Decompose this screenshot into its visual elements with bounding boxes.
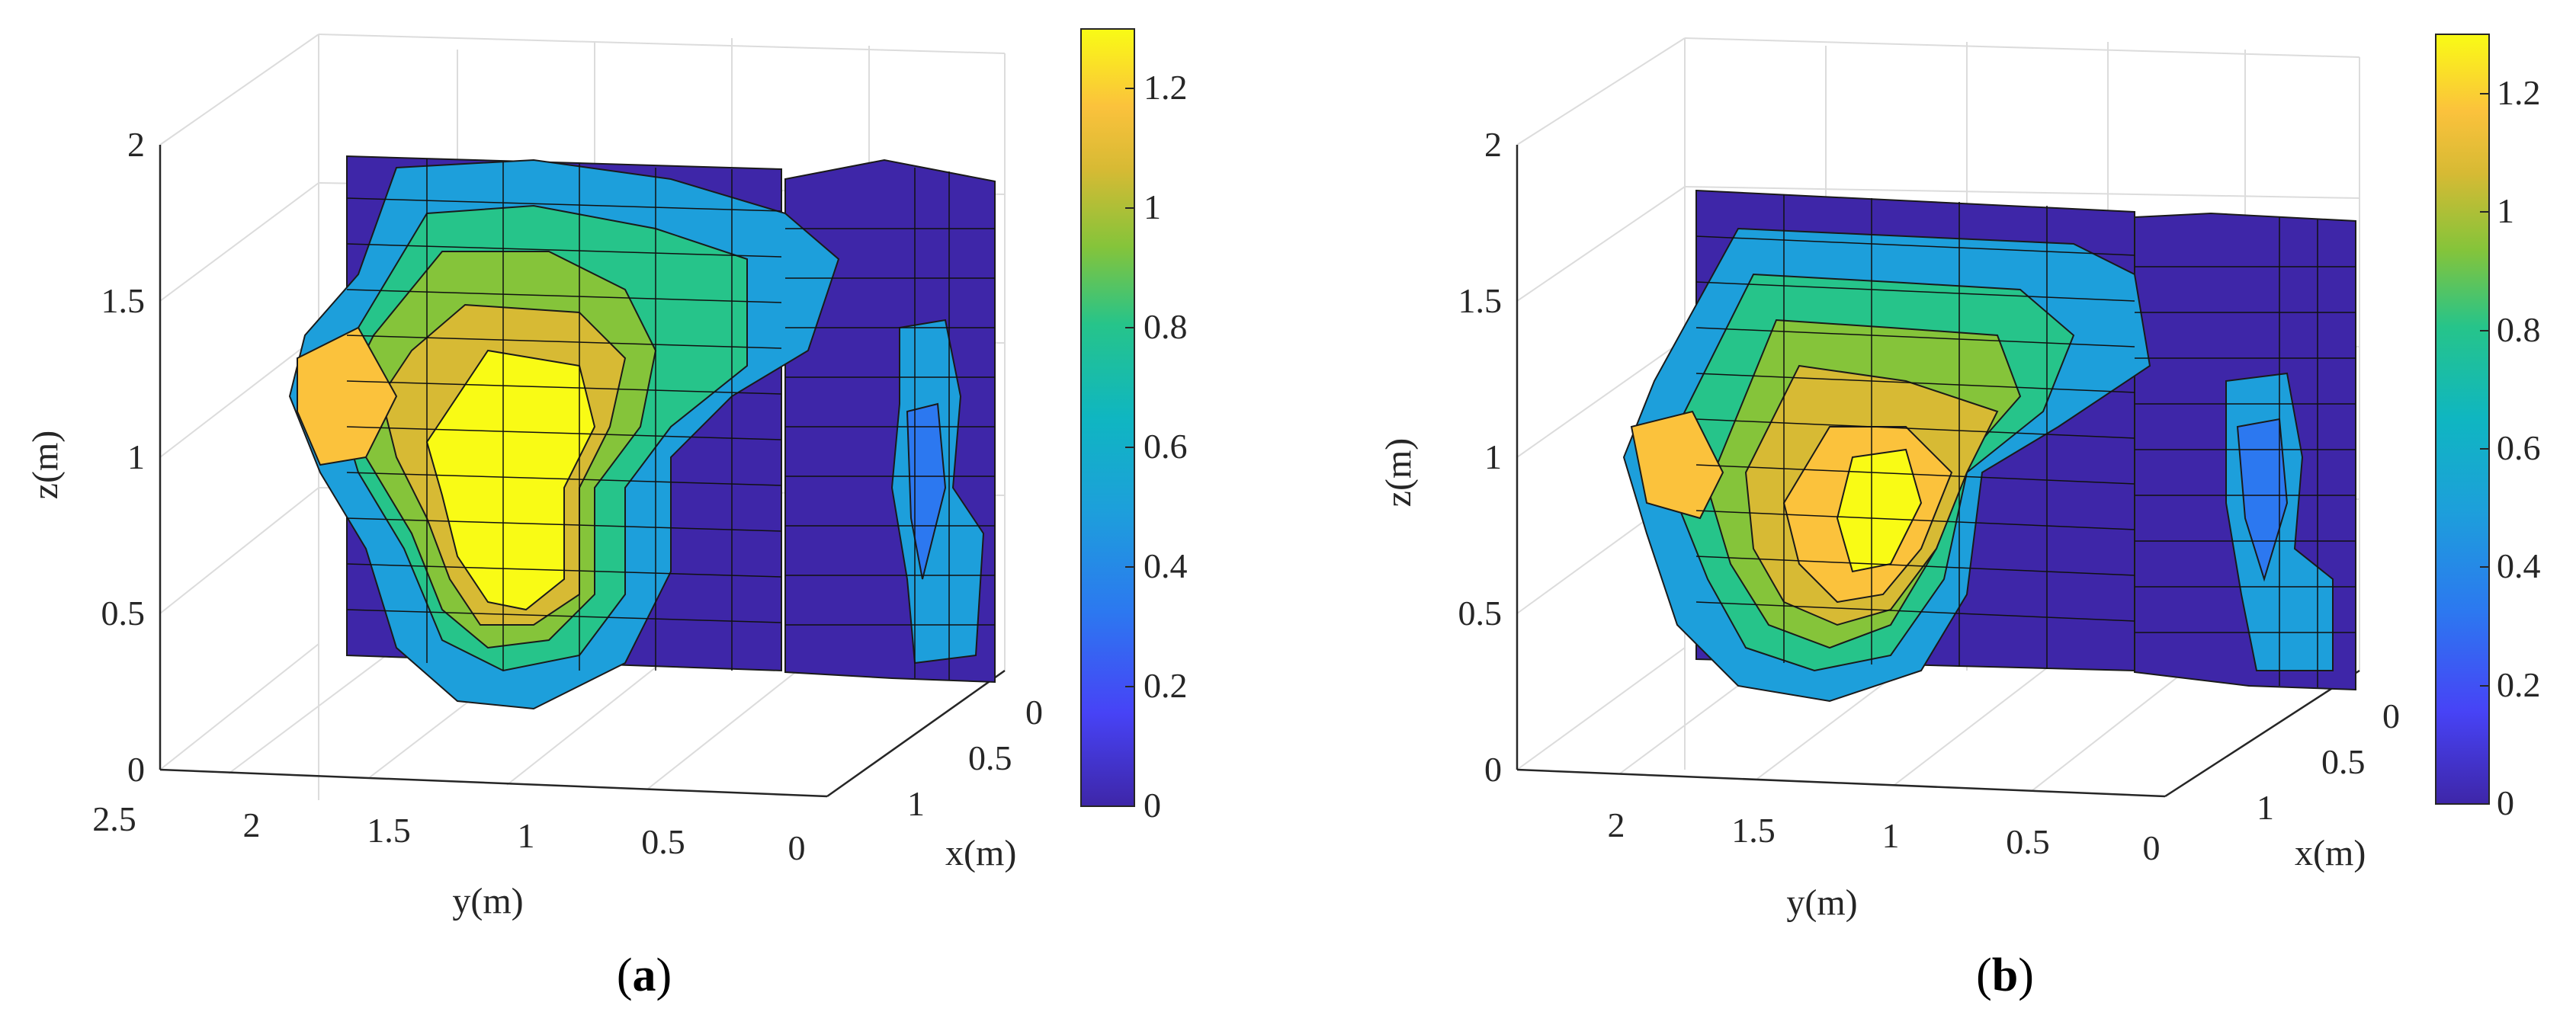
- colorbar-b: 0 0.2 0.4 0.6 0.8 1 1.2: [2435, 34, 2541, 822]
- colorbar-tick: 0.4: [2497, 546, 2541, 585]
- colorbar-tick: 0.8: [2497, 310, 2541, 349]
- z-tick: 2: [127, 125, 145, 164]
- x-tick: 1: [907, 784, 925, 823]
- panel-caption-b: (b): [1976, 950, 2034, 1001]
- panel-caption-a: (a): [617, 950, 672, 1001]
- colorbar-tick: 1: [2497, 191, 2514, 230]
- z-tick: 0: [127, 750, 145, 789]
- z-tick: 1.5: [1458, 281, 1503, 320]
- y-tick: 1.5: [1731, 811, 1776, 850]
- z-tick: 1: [127, 437, 145, 476]
- y-tick: 2: [1608, 805, 1625, 844]
- colorbar-tick: 0.2: [1144, 666, 1188, 705]
- surface-b: [1622, 189, 2356, 703]
- y-tick: 0: [788, 828, 806, 867]
- panel-a: 0 0.5 1 1.5 2 z(m) 2.5 2 1.5 1 0.5 0 y(m…: [25, 28, 1188, 1001]
- x-axis-label: x(m): [945, 833, 1016, 873]
- y-tick: 1: [1882, 816, 1900, 855]
- z-tick: 0.5: [1458, 594, 1503, 632]
- y-tick: 1.5: [367, 811, 411, 850]
- z-axis-label: z(m): [1378, 438, 1419, 508]
- axis-lines-a: [159, 145, 1006, 798]
- y-tick: 1: [518, 816, 535, 855]
- colorbar-tick: 0.6: [2497, 428, 2541, 467]
- y-tick: 0.5: [641, 822, 685, 861]
- axis-lines-b: [1516, 145, 2360, 798]
- y-tick: 0: [2143, 828, 2161, 867]
- colorbar-tick: 0: [1144, 786, 1161, 825]
- x-tick: 1: [2257, 788, 2274, 827]
- colorbar-tick: 1.2: [1144, 68, 1188, 107]
- y-tick: 2.5: [92, 799, 136, 838]
- x-tick: 0: [1025, 693, 1043, 732]
- z-tick: 1: [1484, 437, 1502, 476]
- x-tick: 0.5: [2321, 742, 2366, 781]
- y-axis-label: y(m): [1786, 882, 1857, 923]
- y-ticks-b: 2 1.5 1 0.5 0: [1608, 805, 2161, 867]
- y-tick: 2: [243, 805, 261, 844]
- colorbar-tick: 1.2: [2497, 73, 2541, 112]
- colorbar-tick: 0.8: [1144, 307, 1188, 346]
- colorbar-a: 0 0.2 0.4 0.6 0.8 1 1.2: [1080, 28, 1188, 825]
- z-axis-label: z(m): [25, 431, 66, 500]
- z-ticks-b: 0 0.5 1 1.5 2: [1458, 125, 1503, 789]
- panel-b: 0 0.5 1 1.5 2 z(m) 2 1.5 1 0.5 0 y(m) 0 …: [1378, 34, 2541, 1001]
- y-axis-label: y(m): [452, 881, 523, 921]
- colorbar-tick: 0.6: [1144, 427, 1188, 466]
- colorbar-tick: 0: [2497, 783, 2514, 822]
- z-ticks-a: 0 0.5 1 1.5 2: [101, 125, 146, 789]
- z-tick: 2: [1484, 125, 1502, 164]
- z-tick: 0: [1484, 750, 1502, 789]
- x-tick: 0: [2382, 697, 2400, 735]
- surface-a: [288, 155, 996, 710]
- x-ticks-a: 0 0.5 1: [907, 693, 1043, 823]
- colorbar-tick: 1: [1144, 187, 1161, 226]
- y-ticks-a: 2.5 2 1.5 1 0.5 0: [92, 799, 805, 867]
- colorbar-tick: 0.4: [1144, 546, 1188, 585]
- x-tick: 0.5: [968, 738, 1012, 777]
- colorbar-tick: 0.2: [2497, 665, 2541, 704]
- x-ticks-b: 0 0.5 1: [2257, 697, 2400, 827]
- z-tick: 0.5: [101, 594, 146, 632]
- z-tick: 1.5: [101, 281, 146, 320]
- y-tick: 0.5: [2006, 822, 2050, 861]
- x-axis-label: x(m): [2295, 833, 2366, 873]
